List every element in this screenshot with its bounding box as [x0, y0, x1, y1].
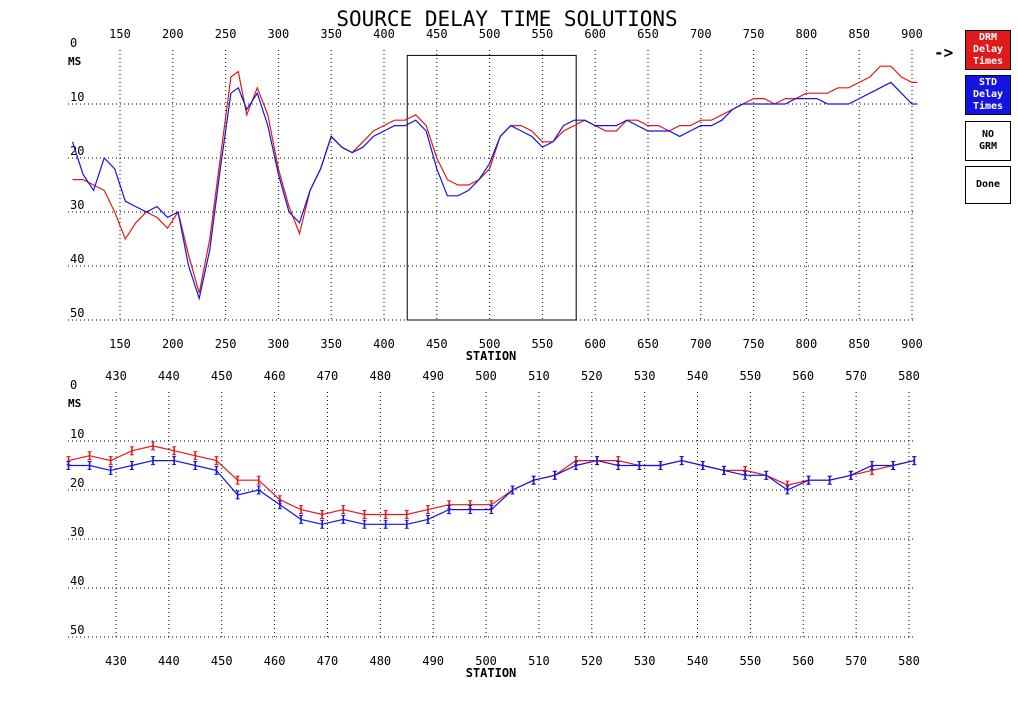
x-tick-label-top: 580: [898, 369, 920, 383]
x-tick-label-bottom: 650: [637, 337, 659, 351]
y-tick-label: 20: [70, 144, 84, 158]
x-tick-label-top: 200: [162, 27, 184, 41]
y-tick-label: 0: [70, 378, 77, 392]
y-axis-label: MS: [68, 55, 81, 68]
x-tick-label-top: 430: [105, 369, 127, 383]
y-tick-label: 0: [70, 36, 77, 50]
y-axis-label: MS: [68, 397, 81, 410]
std-delay-times-button[interactable]: STD Delay Times: [965, 75, 1011, 115]
x-axis-label: STATION: [466, 349, 517, 363]
x-tick-label-bottom: 900: [901, 337, 923, 351]
x-tick-label-bottom: 150: [109, 337, 131, 351]
selection-box: [406, 54, 577, 321]
x-tick-label-bottom: 450: [211, 654, 233, 668]
x-tick-label-top: 500: [479, 27, 501, 41]
x-tick-label-bottom: 550: [740, 654, 762, 668]
x-tick-label-top: 570: [845, 369, 867, 383]
x-tick-label-top: 470: [317, 369, 339, 383]
y-tick-label: 40: [70, 574, 84, 588]
x-tick-label-bottom: 430: [105, 654, 127, 668]
x-tick-label-top: 700: [690, 27, 712, 41]
y-tick-label: 50: [70, 306, 84, 320]
x-tick-label-bottom: 200: [162, 337, 184, 351]
x-tick-label-top: 450: [426, 27, 448, 41]
x-tick-label-top: 750: [743, 27, 765, 41]
x-tick-label-top: 520: [581, 369, 603, 383]
x-tick-label-bottom: 480: [369, 654, 391, 668]
x-tick-label-top: 550: [740, 369, 762, 383]
x-tick-label-bottom: 540: [687, 654, 709, 668]
std-button-label: STD Delay Times: [972, 77, 1004, 112]
x-tick-label-top: 450: [211, 369, 233, 383]
x-tick-label-top: 850: [848, 27, 870, 41]
no-grm-button-label: NO GRM: [978, 129, 998, 152]
y-tick-label: 30: [70, 525, 84, 539]
selected-indicator-arrow: ->: [934, 43, 954, 62]
x-tick-label-bottom: 530: [634, 654, 656, 668]
y-tick-label: 40: [70, 252, 84, 266]
x-tick-label-top: 440: [158, 369, 180, 383]
x-tick-label-bottom: 750: [743, 337, 765, 351]
x-tick-label-bottom: 500: [475, 654, 497, 668]
x-tick-label-top: 600: [584, 27, 606, 41]
x-tick-label-top: 400: [373, 27, 395, 41]
x-tick-label-top: 540: [687, 369, 709, 383]
x-tick-label-bottom: 250: [215, 337, 237, 351]
x-tick-label-bottom: 850: [848, 337, 870, 351]
x-tick-label-bottom: 440: [158, 654, 180, 668]
x-tick-label-top: 550: [532, 27, 554, 41]
overview-chart: 1501502002002502503003003503504004004504…: [68, 27, 923, 363]
x-tick-label-top: 800: [796, 27, 818, 41]
y-tick-label: 50: [70, 623, 84, 637]
drm-button-label: DRM Delay Times: [972, 32, 1004, 67]
done-button-label: Done: [975, 179, 1001, 190]
x-tick-label-bottom: 570: [845, 654, 867, 668]
x-tick-label-bottom: 600: [584, 337, 606, 351]
x-tick-label-bottom: 550: [532, 337, 554, 351]
y-tick-label: 10: [70, 90, 84, 104]
x-tick-label-bottom: 520: [581, 654, 603, 668]
x-tick-label-bottom: 580: [898, 654, 920, 668]
x-tick-label-top: 560: [792, 369, 814, 383]
x-tick-label-top: 500: [475, 369, 497, 383]
x-tick-label-bottom: 560: [792, 654, 814, 668]
x-tick-label-top: 350: [320, 27, 342, 41]
x-tick-label-top: 490: [422, 369, 444, 383]
drm-delay-times-button[interactable]: DRM Delay Times: [965, 30, 1011, 70]
y-tick-label: 10: [70, 427, 84, 441]
x-tick-label-bottom: 800: [796, 337, 818, 351]
x-tick-label-bottom: 500: [479, 337, 501, 351]
x-tick-label-top: 650: [637, 27, 659, 41]
x-tick-label-bottom: 460: [264, 654, 286, 668]
x-axis-label: STATION: [466, 666, 517, 680]
x-tick-label-bottom: 400: [373, 337, 395, 351]
x-tick-label-bottom: 490: [422, 654, 444, 668]
x-tick-label-top: 530: [634, 369, 656, 383]
x-tick-label-bottom: 350: [320, 337, 342, 351]
done-button[interactable]: Done: [965, 166, 1011, 204]
detail-chart: 430 430 440 440 450 450 460 460 470 470 480 480 490 4…: [66, 369, 920, 680]
x-tick-label-top: 150: [109, 27, 131, 41]
x-tick-label-top: 510: [528, 369, 550, 383]
x-tick-label-bottom: 300: [268, 337, 290, 351]
x-tick-label-top: 460: [264, 369, 286, 383]
chart-title: SOURCE DELAY TIME SOLUTIONS: [336, 7, 677, 31]
x-tick-label-bottom: 700: [690, 337, 712, 351]
drm-series-line: [72, 65, 918, 294]
y-tick-label: 30: [70, 198, 84, 212]
x-tick-label-bottom: 450: [426, 337, 448, 351]
x-tick-label-top: 250: [215, 27, 237, 41]
x-tick-label-top: 480: [369, 369, 391, 383]
std-series-line: [71, 81, 918, 301]
x-tick-label-bottom: 510: [528, 654, 550, 668]
x-tick-label-bottom: 470: [317, 654, 339, 668]
x-tick-label-top: 900: [901, 27, 923, 41]
y-tick-label: 20: [70, 476, 84, 490]
x-tick-label-top: 300: [268, 27, 290, 41]
no-grm-button[interactable]: NO GRM: [965, 121, 1011, 161]
